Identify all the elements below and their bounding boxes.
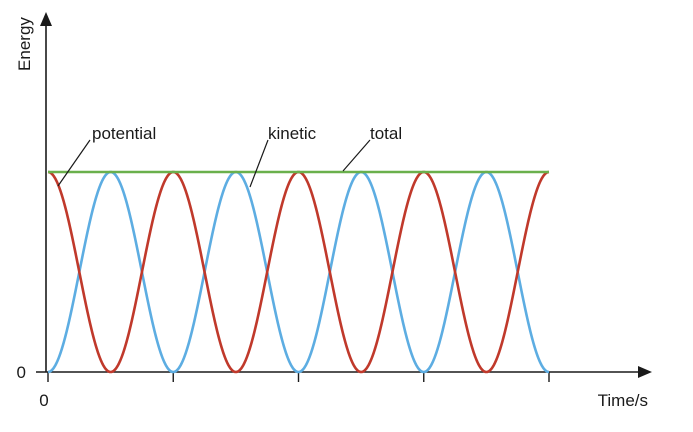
- potential-leader: [57, 139, 91, 187]
- annotation-kinetic: kinetic: [268, 124, 317, 143]
- y-axis-label: Energy: [15, 17, 34, 71]
- x-axis-label: Time/s: [598, 391, 648, 410]
- y-tick-label-0: 0: [17, 363, 26, 382]
- x-tick-labels: 0: [39, 391, 48, 410]
- x-axis-arrow: [638, 366, 652, 378]
- series-potential: [47, 170, 550, 374]
- y-axis-arrow: [40, 12, 52, 26]
- series-kinetic: [47, 170, 550, 374]
- kinetic-leader: [249, 139, 269, 188]
- annotation-total: total: [370, 124, 402, 143]
- x-tick-marks: [47, 372, 550, 382]
- series-layer: [47, 170, 550, 374]
- x-tick-label-0: 0: [39, 391, 48, 410]
- total-leader: [342, 139, 371, 172]
- annotation-potential: potential: [92, 124, 156, 143]
